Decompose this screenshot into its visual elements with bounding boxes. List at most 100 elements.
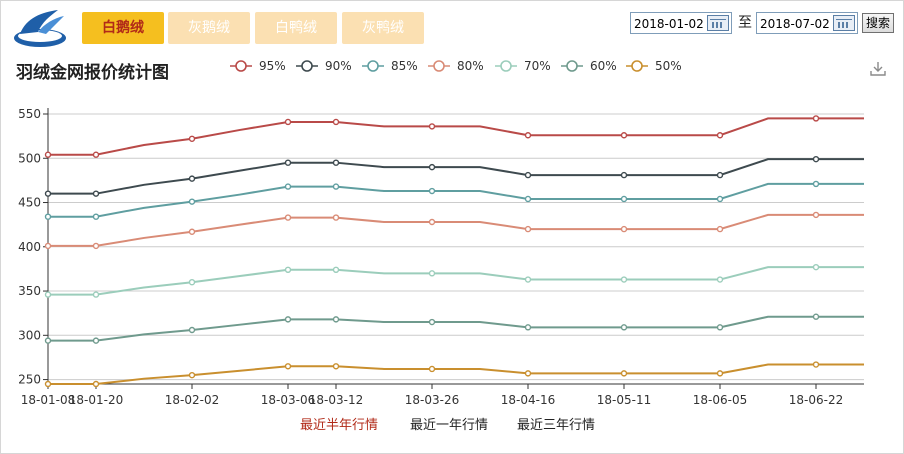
data-point[interactable] — [332, 118, 340, 126]
data-point[interactable] — [428, 365, 436, 373]
data-point[interactable] — [44, 242, 52, 250]
legend-marker-5[interactable] — [500, 60, 512, 72]
data-point[interactable] — [812, 155, 820, 163]
period-tab-3[interactable]: 最近三年行情 — [517, 418, 596, 433]
legend-marker-3[interactable] — [367, 60, 379, 72]
data-point[interactable] — [524, 370, 532, 377]
period-tab-1[interactable]: 最近半年行情 — [300, 418, 379, 433]
data-point[interactable] — [332, 183, 340, 190]
data-point[interactable] — [716, 195, 724, 203]
data-point[interactable] — [92, 291, 100, 298]
legend-marker-2[interactable] — [301, 60, 313, 72]
data-point[interactable] — [332, 214, 340, 221]
legend-marker-6[interactable] — [566, 60, 578, 72]
data-point[interactable] — [44, 151, 52, 158]
tab-1[interactable]: 白鹅绒 — [82, 12, 164, 44]
data-point[interactable] — [92, 213, 100, 220]
data-point[interactable] — [284, 214, 292, 221]
data-point[interactable] — [524, 225, 532, 233]
data-point[interactable] — [428, 163, 436, 171]
data-point[interactable] — [44, 337, 52, 344]
data-point[interactable] — [92, 380, 100, 388]
data-point[interactable] — [524, 171, 532, 179]
start-date-field[interactable]: 2018-01-02 — [630, 12, 732, 34]
y-tick-label: 550 — [18, 107, 41, 121]
data-point[interactable] — [284, 266, 292, 274]
data-point[interactable] — [428, 218, 436, 226]
data-point[interactable] — [716, 370, 724, 377]
period-tab-2[interactable]: 最近一年行情 — [410, 418, 489, 433]
x-tick-label: 18-03-06 — [261, 393, 315, 407]
data-point[interactable] — [92, 190, 100, 197]
calendar-icon[interactable] — [707, 15, 729, 31]
data-point[interactable] — [716, 276, 724, 283]
legend-marker-4[interactable] — [433, 60, 445, 72]
data-point[interactable] — [428, 270, 436, 277]
data-point[interactable] — [44, 380, 52, 388]
data-point[interactable] — [524, 324, 532, 331]
legend-marker-1[interactable] — [235, 60, 247, 72]
data-point[interactable] — [620, 370, 628, 377]
data-point[interactable] — [428, 123, 436, 130]
data-point[interactable] — [716, 324, 724, 331]
data-point[interactable] — [524, 195, 532, 203]
data-point[interactable] — [284, 118, 292, 126]
legend-label-6[interactable]: 60% — [590, 59, 617, 73]
data-point[interactable] — [428, 318, 436, 326]
data-point[interactable] — [812, 115, 820, 122]
data-point[interactable] — [812, 361, 820, 368]
data-point[interactable] — [524, 276, 532, 283]
data-point[interactable] — [620, 225, 628, 233]
data-point[interactable] — [428, 187, 436, 195]
data-point[interactable] — [44, 291, 52, 298]
data-point[interactable] — [188, 228, 196, 235]
download-icon[interactable] — [869, 60, 887, 78]
data-point[interactable] — [620, 132, 628, 139]
tab-3[interactable]: 白鸭绒 — [255, 12, 337, 44]
data-point[interactable] — [188, 175, 196, 182]
legend-label-4[interactable]: 80% — [457, 59, 484, 73]
data-point[interactable] — [716, 132, 724, 139]
data-point[interactable] — [332, 266, 340, 274]
data-point[interactable] — [284, 159, 292, 166]
legend-label-7[interactable]: 50% — [655, 59, 682, 73]
data-point[interactable] — [284, 363, 292, 370]
legend-label-1[interactable]: 95% — [259, 59, 286, 73]
data-point[interactable] — [44, 190, 52, 197]
data-point[interactable] — [716, 171, 724, 179]
data-point[interactable] — [620, 276, 628, 283]
data-point[interactable] — [188, 135, 196, 142]
legend-label-3[interactable]: 85% — [391, 59, 418, 73]
data-point[interactable] — [620, 195, 628, 203]
tab-4[interactable]: 灰鸭绒 — [342, 12, 424, 44]
data-point[interactable] — [812, 263, 820, 271]
tab-2[interactable]: 灰鹅绒 — [168, 12, 250, 44]
data-point[interactable] — [620, 324, 628, 331]
calendar-icon[interactable] — [833, 15, 855, 31]
end-date-field[interactable]: 2018-07-02 — [756, 12, 858, 34]
data-point[interactable] — [332, 159, 340, 166]
data-point[interactable] — [44, 213, 52, 220]
data-point[interactable] — [620, 171, 628, 179]
data-point[interactable] — [716, 225, 724, 233]
data-point[interactable] — [188, 371, 196, 379]
legend-label-2[interactable]: 90% — [325, 59, 352, 73]
data-point[interactable] — [284, 316, 292, 323]
data-point[interactable] — [92, 242, 100, 250]
data-point[interactable] — [284, 183, 292, 190]
legend-label-5[interactable]: 70% — [524, 59, 551, 73]
x-tick-label: 18-03-26 — [405, 393, 459, 407]
data-point[interactable] — [812, 180, 820, 188]
data-point[interactable] — [524, 132, 532, 139]
data-point[interactable] — [92, 151, 100, 158]
data-point[interactable] — [188, 198, 196, 205]
legend-marker-7[interactable] — [631, 60, 643, 72]
data-point[interactable] — [812, 313, 820, 320]
data-point[interactable] — [92, 337, 100, 344]
data-point[interactable] — [812, 211, 820, 219]
data-point[interactable] — [332, 363, 340, 370]
search-button[interactable]: 搜索 — [862, 13, 894, 33]
data-point[interactable] — [188, 278, 196, 286]
data-point[interactable] — [188, 326, 196, 334]
data-point[interactable] — [332, 316, 340, 323]
